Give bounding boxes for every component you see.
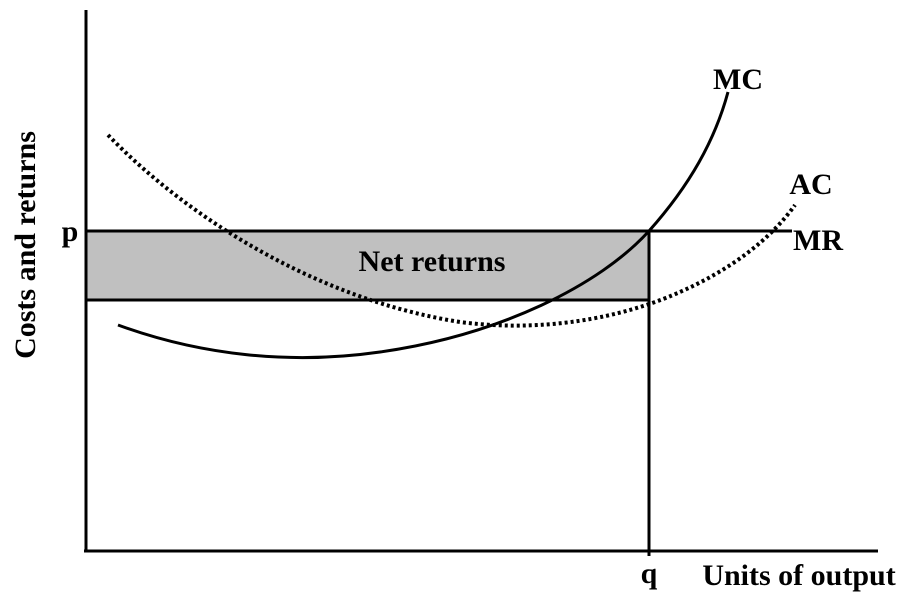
quantity-label: q — [641, 557, 658, 590]
mc-curve — [117, 91, 730, 360]
x-axis-label: Units of output — [702, 559, 895, 592]
price-label: p — [62, 215, 79, 248]
ac-curve — [106, 133, 797, 328]
curve-label: MR — [793, 224, 843, 257]
area-label: Net returns — [359, 245, 506, 278]
curve-label: MC — [713, 63, 763, 96]
y-axis-label: Costs and returns — [9, 131, 42, 359]
curve-label: AC — [789, 168, 832, 201]
